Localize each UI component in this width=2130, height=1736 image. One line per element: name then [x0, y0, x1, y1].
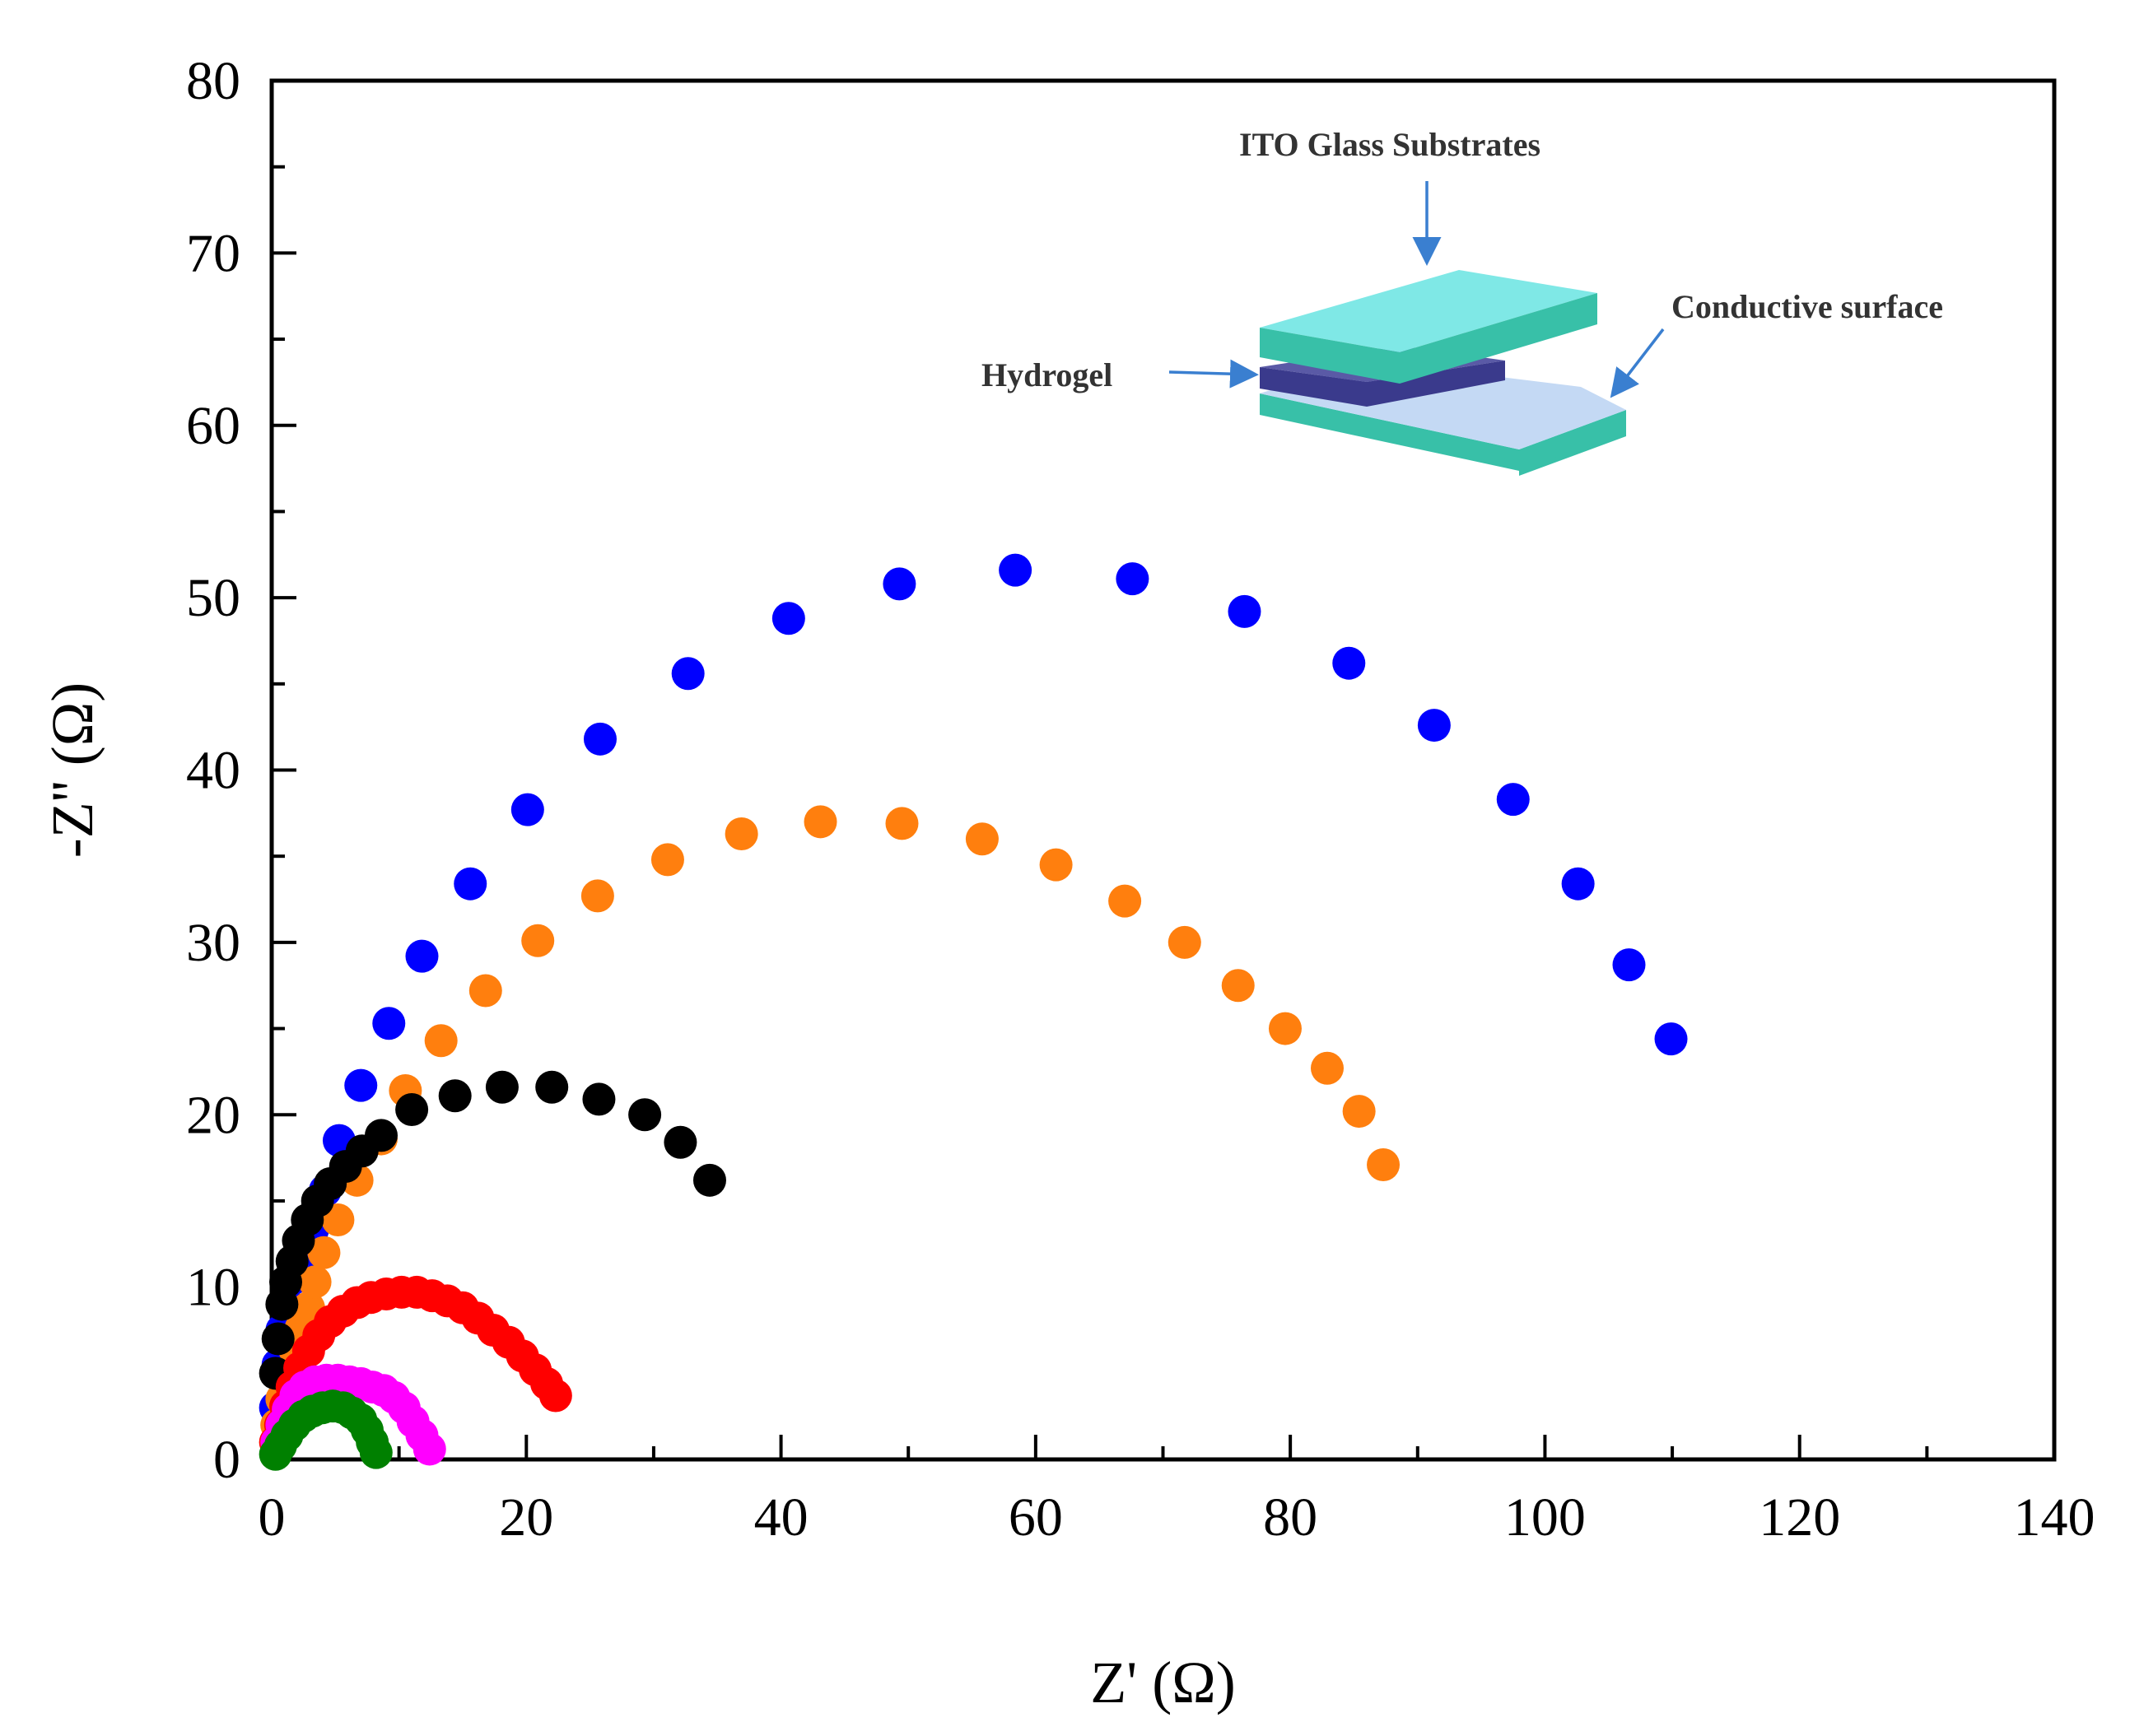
y-tick-label: 50: [186, 568, 240, 628]
data-point-blue: [405, 939, 439, 973]
data-point-blue: [999, 553, 1032, 587]
x-tick-label: 100: [1504, 1487, 1586, 1548]
data-point-blue: [671, 657, 705, 691]
y-tick-label: 0: [213, 1430, 240, 1490]
data-point-orange: [1168, 925, 1201, 959]
y-tick-label: 70: [186, 223, 240, 283]
data-point-black: [664, 1125, 697, 1159]
hydrogel-right-face: [1367, 361, 1505, 407]
y-tick-label: 30: [186, 913, 240, 973]
top-glass-front-face: [1260, 328, 1400, 384]
data-point-orange: [468, 974, 502, 1008]
data-point-black: [628, 1098, 662, 1132]
data-point-orange: [1108, 884, 1142, 918]
axis-ticks: [270, 79, 2056, 1461]
data-point-orange: [1039, 848, 1073, 882]
y-tick-label: 80: [186, 51, 240, 111]
data-point-blue: [372, 1007, 406, 1040]
data-point-black: [438, 1079, 472, 1113]
x-tick-label: 0: [259, 1487, 286, 1548]
bottom-glass-side-face: [1260, 393, 1519, 471]
data-points: [259, 553, 1688, 1471]
data-point-orange: [725, 817, 758, 850]
data-point-black: [485, 1070, 519, 1104]
data-point-orange: [1342, 1095, 1376, 1129]
data-point-blue: [1116, 562, 1149, 596]
data-point-orange: [1310, 1051, 1344, 1085]
data-point-black: [261, 1322, 295, 1356]
data-point-black: [692, 1163, 726, 1197]
top-glass-right-face: [1400, 293, 1597, 384]
data-point-orange: [1221, 969, 1255, 1003]
data-point-green: [359, 1436, 393, 1469]
data-point-blue: [1654, 1022, 1688, 1056]
data-point-orange: [424, 1024, 458, 1058]
series-green: [259, 1389, 393, 1471]
data-point-black: [582, 1082, 616, 1116]
data-point-orange: [885, 807, 919, 840]
data-point-magenta: [412, 1432, 446, 1466]
y-tick-label: 40: [186, 741, 240, 801]
hydrogel-label: Hydrogel: [981, 356, 1112, 393]
data-point-blue: [454, 867, 487, 901]
data-point-blue: [1417, 709, 1451, 742]
x-tick-label: 140: [2014, 1487, 2095, 1548]
y-tick-label: 20: [186, 1085, 240, 1145]
y-tick-label: 10: [186, 1258, 240, 1318]
hydrogel-arrow: [1168, 359, 1259, 389]
data-point-black: [395, 1092, 429, 1126]
y-tick-label: 60: [186, 396, 240, 456]
data-point-blue: [1496, 783, 1530, 817]
data-point-blue: [583, 722, 617, 756]
x-tick-label: 40: [754, 1487, 809, 1548]
y-axis-title: -Z'' (Ω): [40, 682, 105, 858]
data-point-orange: [307, 1236, 341, 1269]
data-point-orange: [521, 924, 555, 957]
x-tick-label: 20: [499, 1487, 553, 1548]
conductive-surface-label: Conductive surface: [1671, 288, 1943, 325]
data-point-blue: [1612, 948, 1646, 982]
x-tick-label: 120: [1759, 1487, 1840, 1548]
data-point-blue: [771, 602, 805, 635]
conductive-surface-arrow: [1610, 328, 1665, 398]
data-point-blue: [1332, 646, 1366, 680]
data-point-red: [538, 1379, 572, 1413]
data-point-blue: [510, 793, 544, 826]
data-point-black: [535, 1070, 569, 1104]
x-axis-title: Z' (Ω): [1090, 1650, 1235, 1715]
data-point-orange: [965, 822, 999, 856]
series-black: [259, 1070, 726, 1390]
bottom-glass-right-face: [1519, 410, 1626, 471]
data-point-orange: [1367, 1147, 1401, 1181]
ito-glass-label: ITO Glass Substrates: [1239, 126, 1540, 163]
data-point-blue: [1561, 867, 1595, 901]
data-point-blue: [1228, 594, 1261, 628]
data-point-orange: [298, 1265, 332, 1299]
data-point-orange: [1268, 1012, 1302, 1045]
device-schematic-inset: ITO Glass Substrates Conductive surface …: [981, 126, 1943, 476]
data-point-black: [364, 1119, 398, 1152]
data-point-blue: [344, 1068, 378, 1102]
series-orange: [260, 805, 1401, 1442]
hydrogel-front-face: [1260, 367, 1367, 407]
data-point-orange: [580, 879, 614, 913]
x-tick-label: 80: [1263, 1487, 1317, 1548]
axis-tick-labels: 0 20 40 60 80 100 120 140 0 10 20 30 40 50 60 70 80: [186, 51, 2095, 1548]
data-point-orange: [804, 805, 837, 839]
data-point-blue: [883, 567, 916, 601]
top-glass-top-face: [1260, 270, 1597, 352]
x-tick-label: 60: [1009, 1487, 1063, 1548]
data-point-orange: [650, 843, 684, 877]
